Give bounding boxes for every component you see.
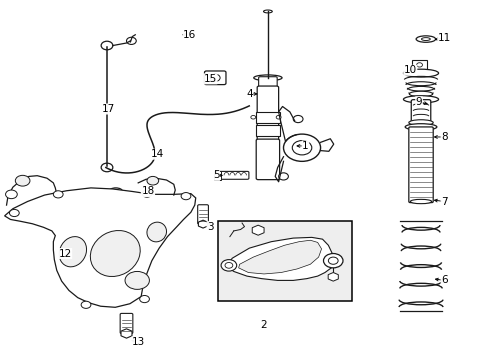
Circle shape [224, 262, 232, 268]
Polygon shape [238, 240, 321, 274]
Ellipse shape [90, 230, 140, 276]
Circle shape [210, 74, 220, 81]
Text: 8: 8 [440, 132, 447, 142]
Ellipse shape [405, 124, 436, 130]
FancyBboxPatch shape [408, 127, 432, 203]
Ellipse shape [408, 91, 432, 96]
FancyBboxPatch shape [411, 60, 426, 69]
Ellipse shape [109, 188, 122, 195]
FancyBboxPatch shape [258, 77, 277, 88]
Text: 5: 5 [212, 170, 219, 180]
Ellipse shape [403, 96, 438, 103]
Circle shape [147, 176, 158, 185]
Text: 15: 15 [203, 74, 217, 84]
Ellipse shape [112, 190, 119, 193]
Circle shape [15, 175, 30, 186]
Bar [217, 221, 351, 301]
Circle shape [142, 190, 152, 197]
Polygon shape [4, 188, 195, 307]
Ellipse shape [263, 10, 272, 13]
Text: 10: 10 [403, 65, 416, 75]
FancyBboxPatch shape [204, 71, 225, 85]
Text: 11: 11 [437, 33, 450, 43]
Text: 17: 17 [101, 104, 114, 114]
Ellipse shape [421, 38, 429, 41]
FancyBboxPatch shape [197, 205, 208, 224]
Text: 16: 16 [183, 30, 196, 40]
Text: 3: 3 [206, 222, 213, 231]
Circle shape [278, 173, 288, 180]
Circle shape [101, 163, 113, 172]
FancyBboxPatch shape [255, 125, 280, 135]
FancyBboxPatch shape [257, 86, 278, 142]
Circle shape [416, 63, 422, 67]
Ellipse shape [403, 69, 438, 77]
Circle shape [81, 301, 91, 309]
Circle shape [140, 296, 149, 303]
FancyBboxPatch shape [217, 171, 248, 179]
Ellipse shape [408, 120, 432, 126]
Text: 14: 14 [151, 149, 164, 159]
Text: 2: 2 [260, 320, 267, 330]
Text: 12: 12 [58, 248, 72, 258]
Circle shape [292, 140, 311, 155]
FancyBboxPatch shape [120, 314, 133, 333]
Circle shape [323, 253, 342, 268]
Polygon shape [225, 237, 332, 280]
Circle shape [101, 41, 113, 50]
FancyBboxPatch shape [410, 100, 430, 124]
Text: 13: 13 [131, 337, 144, 347]
Circle shape [250, 116, 255, 119]
Circle shape [283, 134, 320, 161]
Circle shape [221, 260, 236, 271]
Circle shape [9, 210, 19, 217]
Text: 4: 4 [245, 89, 252, 99]
Circle shape [293, 116, 303, 123]
Ellipse shape [125, 271, 149, 289]
Circle shape [53, 191, 63, 198]
Circle shape [181, 193, 190, 200]
Ellipse shape [409, 199, 431, 204]
Circle shape [5, 190, 17, 199]
Ellipse shape [147, 222, 166, 242]
FancyBboxPatch shape [214, 171, 221, 180]
FancyBboxPatch shape [256, 139, 279, 180]
Text: 7: 7 [440, 197, 447, 207]
Ellipse shape [253, 75, 282, 81]
Ellipse shape [59, 237, 86, 267]
Text: 9: 9 [415, 97, 422, 107]
Circle shape [328, 257, 337, 264]
Circle shape [276, 116, 281, 119]
Text: 6: 6 [440, 275, 447, 285]
Ellipse shape [415, 36, 435, 42]
Circle shape [126, 37, 136, 44]
Text: 1: 1 [302, 141, 308, 151]
FancyBboxPatch shape [255, 112, 280, 123]
Text: 18: 18 [141, 186, 154, 197]
